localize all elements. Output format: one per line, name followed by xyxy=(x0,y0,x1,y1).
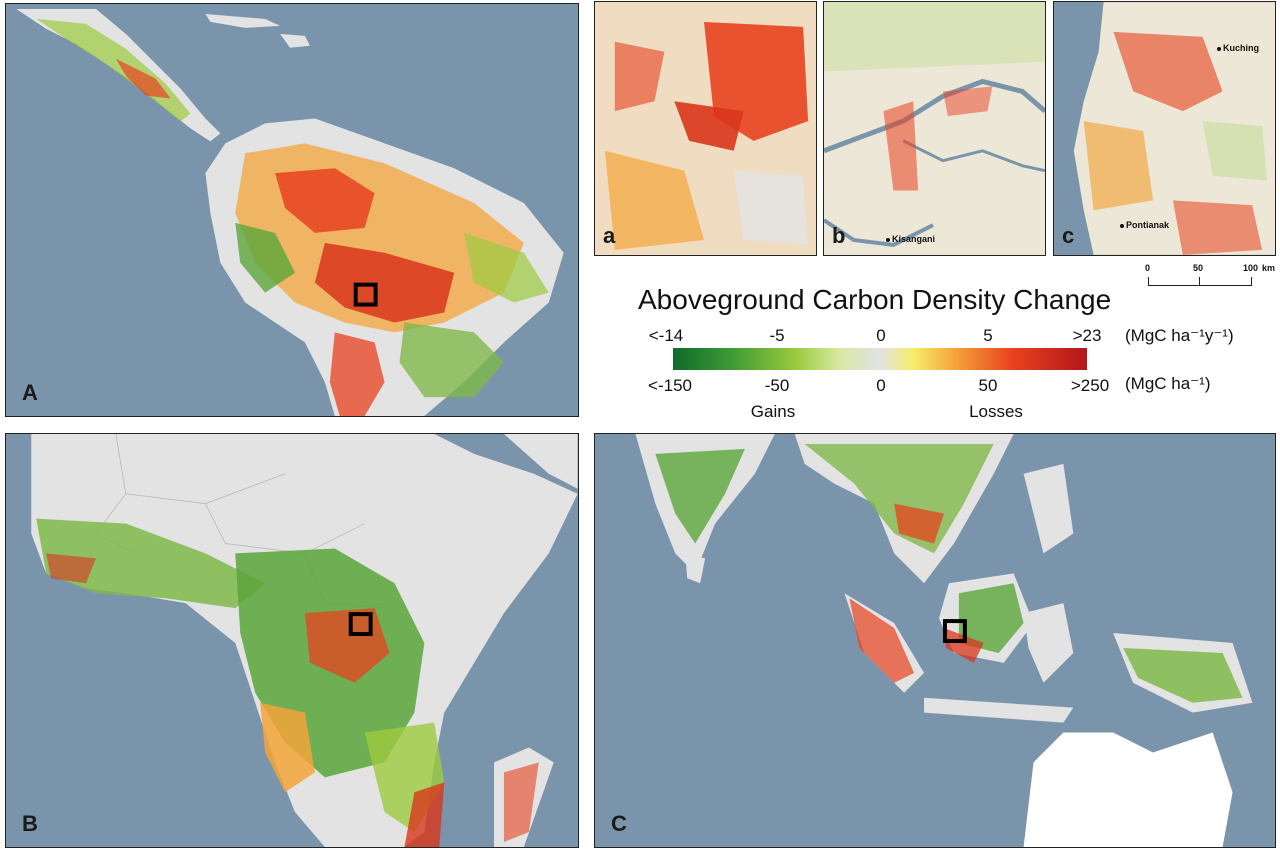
top-tick-4: 5 xyxy=(983,326,993,345)
scale-bar-mid-tick xyxy=(1199,277,1200,285)
color-scale-bar xyxy=(673,348,1087,370)
panel-label-B: B xyxy=(22,811,38,836)
inset-c-map xyxy=(1073,2,1275,255)
city-label-kisangani: Kisangani xyxy=(892,234,936,244)
city-dot-icon xyxy=(1217,46,1221,51)
inset-panel-c: c Kuching Pontianak xyxy=(1053,1,1276,256)
top-unit: (MgC ha⁻¹y⁻¹) xyxy=(1125,326,1234,345)
americas-map xyxy=(16,8,564,416)
city-label-kuching: Kuching xyxy=(1223,43,1259,53)
city-kuching: Kuching xyxy=(1217,43,1259,53)
city-pontianak: Pontianak xyxy=(1120,220,1169,230)
scale-unit: km xyxy=(1262,263,1276,273)
scale-label-0: 0 xyxy=(1145,263,1151,273)
bottom-tick-3: 0 xyxy=(876,376,886,395)
legend-title: Aboveground Carbon Density Change xyxy=(638,284,1112,315)
bottom-tick-1: <-150 xyxy=(648,376,692,395)
inset-a-map xyxy=(595,2,816,255)
inset-a-marker xyxy=(353,282,378,307)
map-panel-southeast-asia: C xyxy=(594,433,1276,848)
panel-label-a: a xyxy=(603,223,616,248)
map-panel-americas: A xyxy=(5,3,579,417)
city-kisangani: Kisangani xyxy=(886,234,935,244)
city-label-pontianak: Pontianak xyxy=(1126,220,1170,230)
inset-b-map xyxy=(824,2,1045,255)
top-tick-2: -5 xyxy=(769,326,785,345)
inset-c-marker xyxy=(942,619,967,643)
top-tick-1: <-14 xyxy=(648,326,684,345)
bottom-tick-2: -50 xyxy=(764,376,790,395)
city-dot-icon xyxy=(1120,223,1124,228)
scale-label-50: 50 xyxy=(1193,263,1204,273)
southeast-asia-map xyxy=(635,434,1253,847)
panel-label-C: C xyxy=(611,811,627,836)
scale-bar xyxy=(1148,277,1252,286)
top-tick-5: >23 xyxy=(1072,326,1102,345)
bottom-unit: (MgC ha⁻¹) xyxy=(1125,374,1211,393)
city-dot-icon xyxy=(886,237,890,242)
losses-label: Losses xyxy=(969,402,1023,421)
panel-label-b: b xyxy=(832,223,846,248)
bottom-tick-5: >250 xyxy=(1070,376,1110,395)
panel-label-A: A xyxy=(22,380,38,405)
map-panel-africa: B xyxy=(5,433,579,848)
africa-map xyxy=(31,434,578,847)
scale-label-100: 100 xyxy=(1243,263,1259,273)
inset-panel-b: b Kisangani xyxy=(823,1,1046,256)
panel-label-c: c xyxy=(1062,223,1075,248)
gains-label: Gains xyxy=(750,402,796,421)
inset-panel-a: a xyxy=(594,1,817,256)
bottom-tick-4: 50 xyxy=(978,376,998,395)
inset-b-marker xyxy=(348,612,373,637)
top-tick-3: 0 xyxy=(876,326,886,345)
